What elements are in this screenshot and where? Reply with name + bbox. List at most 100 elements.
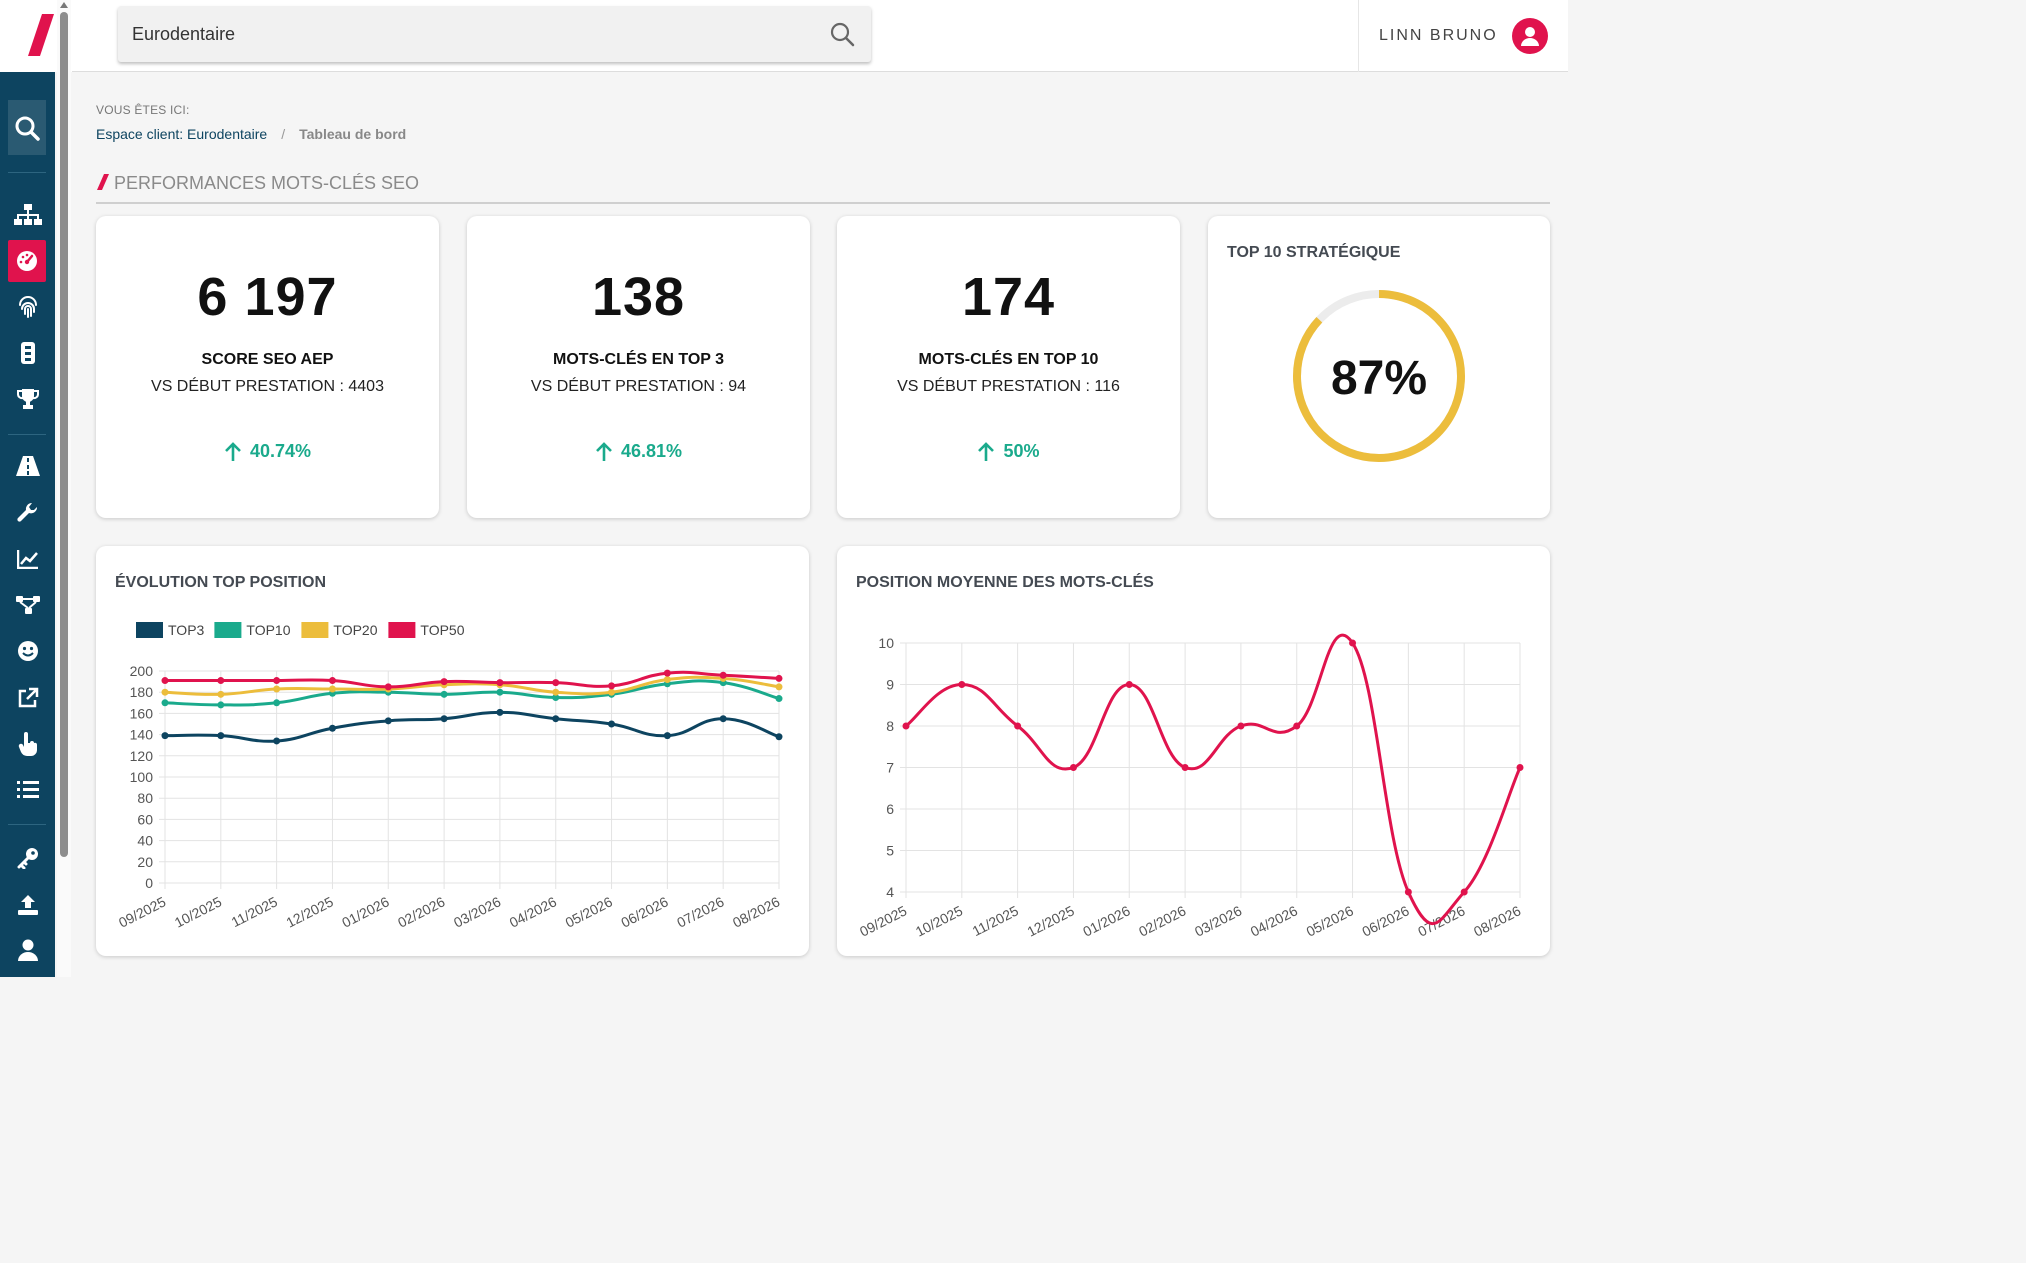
sidebar-item-dashboard[interactable] [8,240,46,282]
breadcrumb-link-client[interactable]: Espace client: Eurodentaire [96,126,268,142]
kpi-value: 138 [591,267,686,327]
avatar[interactable] [1511,18,1548,54]
x-tick-label: 09/2025 [116,893,169,930]
sidebar-item-sitemap[interactable] [0,194,55,236]
x-tick-label: 07/2026 [674,893,727,930]
sidebar-item-tools[interactable] [0,492,55,534]
data-point [663,669,671,677]
breadcrumb-separator: / [281,126,286,142]
gauge-value: 87% [1331,352,1427,405]
data-point [440,715,448,723]
sidebar-item-fingerprint[interactable] [0,286,55,328]
data-point [775,695,783,703]
report-icon [20,342,35,364]
trophy-icon [16,389,39,409]
chart-title: ÉVOLUTION TOP POSITION [115,574,326,591]
data-point [1069,764,1077,771]
y-tick-label: 0 [145,875,153,891]
y-tick-label: 140 [130,727,154,743]
y-tick-label: 40 [137,833,153,849]
data-point [1404,888,1412,896]
road-icon [15,456,40,476]
y-tick-label: 8 [886,718,894,734]
x-tick-label: 02/2026 [1136,902,1189,939]
sidebar-item-trophy[interactable] [0,378,55,420]
data-point [217,690,225,698]
data-point [217,701,225,709]
data-point [161,699,169,707]
search-input[interactable] [132,23,827,45]
line-chart-icon [16,550,38,569]
section-title: PERFORMANCES MOTS-CLÉS SEO [114,173,420,193]
data-point [496,688,504,696]
kpi-card-seo-score: 6 197 SCORE SEO AEP VS DÉBUT PRESTATION … [96,216,439,518]
data-point [1293,722,1301,730]
kpi-delta: 40.74% [96,441,439,462]
legend-label[interactable]: TOP10 [246,622,290,638]
sidebar [0,72,55,977]
scrollbar-thumb[interactable] [60,12,68,857]
y-tick-label: 120 [130,748,154,764]
kpi-delta-value: 50% [1003,441,1040,461]
data-point [719,671,727,679]
fingerprint-icon [18,296,37,318]
data-point [663,732,671,740]
kpi-baseline: VS DÉBUT PRESTATION : 116 [897,378,1120,395]
data-point [273,699,281,707]
data-point [608,720,616,728]
sidebar-item-account[interactable] [0,929,55,971]
y-tick-label: 6 [886,801,894,817]
breadcrumb: Espace client: Eurodentaire / Tableau de… [96,126,406,142]
data-point [1181,764,1189,771]
legend-swatch[interactable] [214,622,242,638]
sidebar-item-clicks[interactable] [0,723,55,765]
kpi-label: MOTS-CLÉS EN TOP 3 [553,351,724,368]
y-tick-label: 200 [130,663,154,679]
arrow-up-icon [225,441,241,461]
user-menu[interactable]: LINN BRUNO [1358,0,1568,72]
list-icon [16,781,39,798]
sidebar-item-upload[interactable] [0,883,55,925]
scroll-up-arrow-icon[interactable] [58,0,70,10]
legend-label[interactable]: TOP20 [333,622,377,638]
kpi-delta: 50% [837,441,1180,462]
data-point [663,675,671,683]
data-point [775,683,783,691]
breadcrumb-label: VOUS ÊTES ICI: [96,103,190,117]
legend-swatch[interactable] [388,622,416,638]
search-icon [830,22,855,47]
x-tick-label: 03/2026 [451,893,504,930]
data-point [552,715,560,723]
sidebar-item-list[interactable] [0,769,55,811]
data-point [273,737,281,745]
y-tick-label: 20 [137,854,153,870]
share-icon [15,596,40,614]
series-line [164,675,780,696]
x-tick-label: 01/2026 [339,893,392,930]
data-point [496,708,504,716]
key-icon [17,848,38,869]
arrow-up-icon [596,441,612,461]
sidebar-item-report[interactable] [0,332,55,374]
sidebar-item-access[interactable] [0,837,55,879]
sidebar-item-statistics[interactable] [0,538,55,580]
data-point [552,688,560,696]
sidebar-search-button[interactable] [8,100,46,155]
x-tick-label: 01/2026 [1080,902,1133,939]
data-point [1516,764,1524,771]
legend-swatch[interactable] [301,622,329,638]
x-tick-label: 12/2025 [1024,902,1077,939]
search-button[interactable] [827,19,857,49]
sidebar-item-satisfaction[interactable] [0,630,55,672]
average-position-chart: 10 9 8 7 6 5 4 09/2025 10/2025 11/2025 12/2025 01/2… [857,633,1524,940]
x-tick-label: 04/2026 [507,893,560,930]
sidebar-item-road[interactable] [0,445,55,487]
sidebar-item-external[interactable] [0,677,55,719]
legend-swatch[interactable] [136,622,163,638]
legend-label[interactable]: TOP3 [168,622,205,638]
y-tick-label: 10 [878,635,894,651]
legend-label[interactable]: TOP50 [420,622,464,638]
data-point [608,682,616,690]
sidebar-item-share[interactable] [0,584,55,626]
data-point [719,715,727,723]
